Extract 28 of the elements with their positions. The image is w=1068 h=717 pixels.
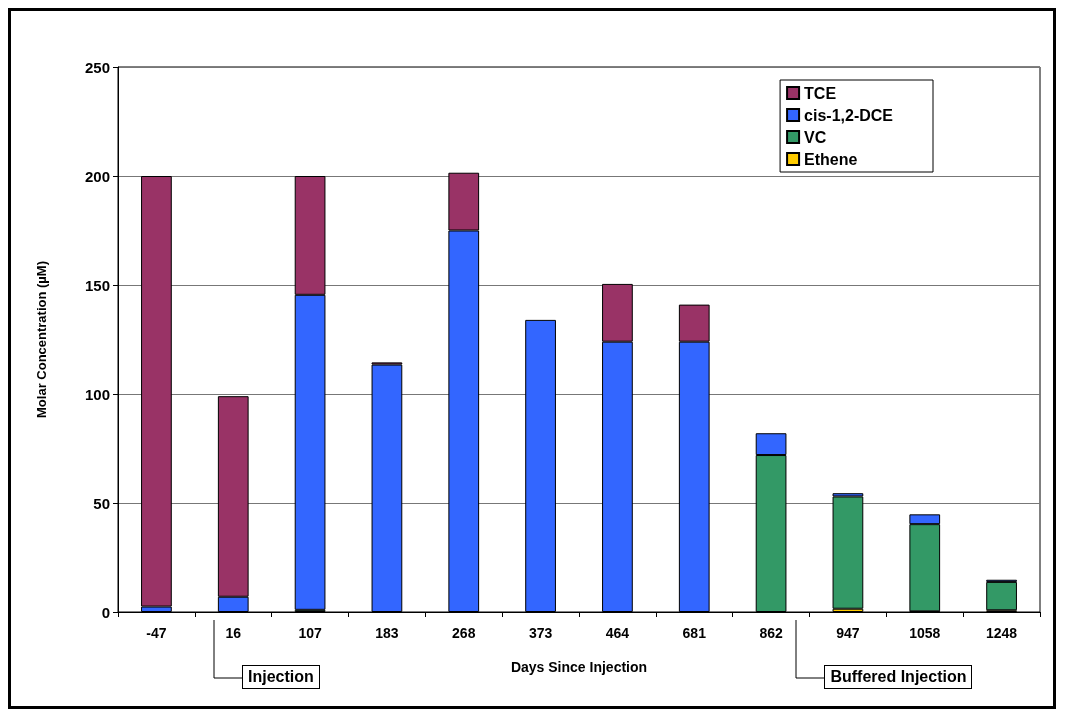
bar [986, 581, 1017, 611]
legend-label: cis-1,2-DCE [804, 106, 894, 124]
x-tick-label: 107 [298, 625, 322, 641]
x-tick-label: 464 [605, 625, 630, 641]
legend-label: Ethene [804, 150, 858, 168]
x-tick-label: 268 [452, 625, 476, 641]
y-tick-label: 200 [84, 167, 110, 185]
y-tick-label: 50 [93, 494, 110, 512]
bar [832, 496, 864, 609]
y-axis-title: Molar Concentration (µM) [34, 261, 49, 418]
legend-label: VC [804, 128, 827, 146]
x-axis-title: Days Since Injection [510, 659, 648, 675]
x-tick-label: -47 [146, 625, 167, 641]
x-tick-label: 373 [528, 625, 553, 641]
y-tick-label: 250 [84, 58, 110, 76]
text: Buffered Injection [824, 665, 973, 689]
y-tick-label: 100 [84, 385, 110, 403]
x-tick-label: 16 [225, 625, 242, 641]
y-tick-label: 0 [101, 603, 110, 621]
x-tick-label: 1248 [986, 625, 1018, 641]
x-tick-label: 1058 [909, 625, 941, 641]
text: Injection [242, 665, 320, 689]
x-tick-label: 681 [682, 625, 707, 641]
x-tick-label: 947 [836, 625, 860, 641]
x-tick-label: 862 [759, 625, 783, 641]
legend-label: TCE [804, 84, 837, 102]
x-tick-label: 183 [375, 625, 399, 641]
y-tick-label: 150 [84, 276, 110, 294]
